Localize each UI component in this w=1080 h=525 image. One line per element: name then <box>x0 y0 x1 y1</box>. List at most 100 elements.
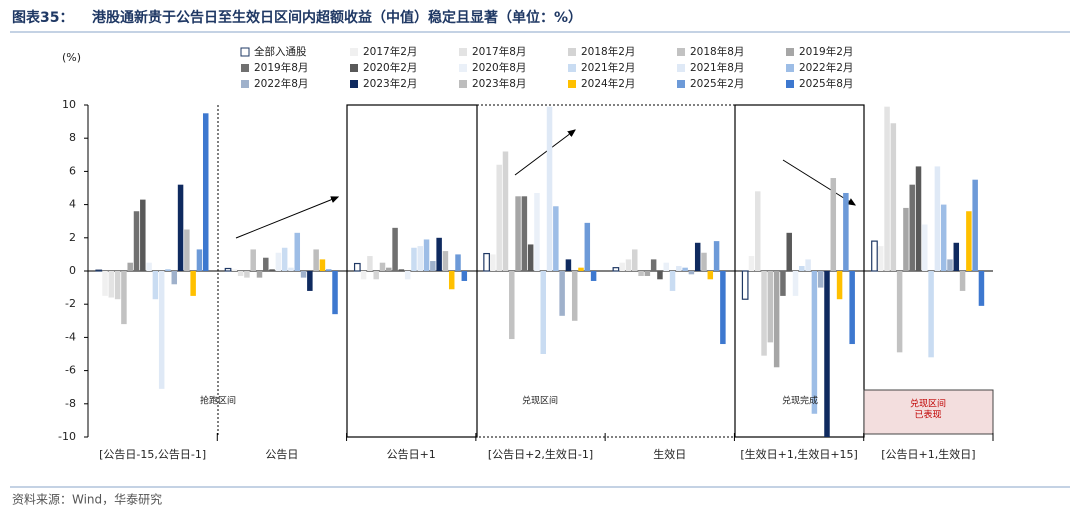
bar <box>158 271 165 389</box>
bar <box>540 271 546 354</box>
bar <box>411 247 417 271</box>
bar <box>146 262 152 271</box>
bar <box>811 271 818 414</box>
bar <box>632 249 638 271</box>
legend-label: 2020年8月 <box>472 61 526 74</box>
bar <box>332 271 338 315</box>
bar <box>792 271 799 296</box>
annotation: 兑现区间 <box>522 395 558 407</box>
y-tick-label: -6 <box>65 364 76 377</box>
legend-label: 2020年2月 <box>363 61 417 74</box>
y-tick-label: 6 <box>69 164 76 177</box>
bar <box>619 262 625 271</box>
legend-label: 2024年2月 <box>581 77 635 90</box>
bar <box>244 271 250 278</box>
bar <box>644 271 651 276</box>
y-tick-label: -2 <box>65 297 76 310</box>
highlight-note: 兑现区间 <box>910 398 946 410</box>
bar <box>496 164 502 271</box>
bar <box>836 271 843 300</box>
legend-label: 2025年8月 <box>799 77 853 90</box>
bar <box>546 106 553 271</box>
y-tick-label: 8 <box>69 131 76 144</box>
x-tick-label: 公告日+1 <box>387 448 436 461</box>
legend-label: 2025年2月 <box>690 77 744 90</box>
bar <box>521 196 528 271</box>
legend-swatch <box>677 80 685 88</box>
bar <box>379 262 386 271</box>
bar <box>527 244 534 271</box>
legend-label: 2022年8月 <box>254 77 308 90</box>
bar <box>534 192 540 271</box>
annotation: 抢跑区间 <box>200 395 236 407</box>
legend-label: 2019年8月 <box>254 61 308 74</box>
bar <box>578 267 584 271</box>
bar <box>571 271 578 321</box>
bar <box>288 267 294 271</box>
title-prefix: 图表35： <box>12 9 73 26</box>
legend-label: 2023年2月 <box>363 77 417 90</box>
bar <box>177 184 184 271</box>
y-tick-label: 0 <box>69 264 76 277</box>
bar <box>915 166 922 271</box>
bar <box>224 267 232 272</box>
bar <box>184 229 190 271</box>
legend-swatch <box>241 80 249 88</box>
bar <box>682 267 688 271</box>
bar <box>720 271 726 345</box>
bar <box>171 271 178 285</box>
bar <box>423 239 430 271</box>
x-tick-label: 生效日 <box>653 447 686 461</box>
bar <box>799 266 805 271</box>
bar <box>928 271 934 358</box>
bar <box>676 266 682 271</box>
bar <box>502 151 509 271</box>
bar <box>430 261 436 271</box>
bar <box>584 222 591 271</box>
bar <box>263 257 269 271</box>
legend-label: 2019年2月 <box>799 45 853 58</box>
bar <box>934 166 941 271</box>
bar <box>669 271 676 291</box>
legend-label: 2018年2月 <box>581 45 635 58</box>
bar <box>878 246 884 271</box>
bar <box>590 271 597 281</box>
arrows <box>235 130 855 239</box>
bar <box>196 249 203 271</box>
bar <box>638 271 644 276</box>
y-tick-label: 4 <box>69 198 76 211</box>
bar <box>903 207 909 271</box>
legend-swatch <box>677 48 685 56</box>
bar <box>367 256 373 271</box>
legend-swatch <box>568 80 576 88</box>
bar <box>786 232 792 271</box>
bar <box>849 271 855 345</box>
legend-label: 2017年8月 <box>472 45 526 58</box>
bar <box>152 271 159 300</box>
bar <box>140 199 146 271</box>
legend-swatch <box>786 64 794 72</box>
bar <box>612 267 620 272</box>
bar <box>417 246 424 271</box>
bar <box>95 269 103 272</box>
y-unit: (%) <box>62 51 81 64</box>
bar <box>922 224 928 271</box>
bar <box>871 240 878 272</box>
legend-swatch <box>568 64 576 72</box>
bar <box>515 196 521 271</box>
bar <box>392 227 398 271</box>
bar <box>830 178 837 271</box>
bar <box>313 249 319 271</box>
bar <box>909 184 915 271</box>
x-tick-label: [公告日-15,公告日-1] <box>99 448 206 461</box>
arrow <box>782 159 855 205</box>
bar <box>972 179 978 271</box>
bar <box>269 269 275 271</box>
y-tick-label: -8 <box>65 397 76 410</box>
bar <box>319 259 326 271</box>
x-tick-label: 公告日 <box>265 448 298 461</box>
bar <box>657 271 663 280</box>
bar <box>490 254 496 271</box>
bar <box>978 271 985 306</box>
